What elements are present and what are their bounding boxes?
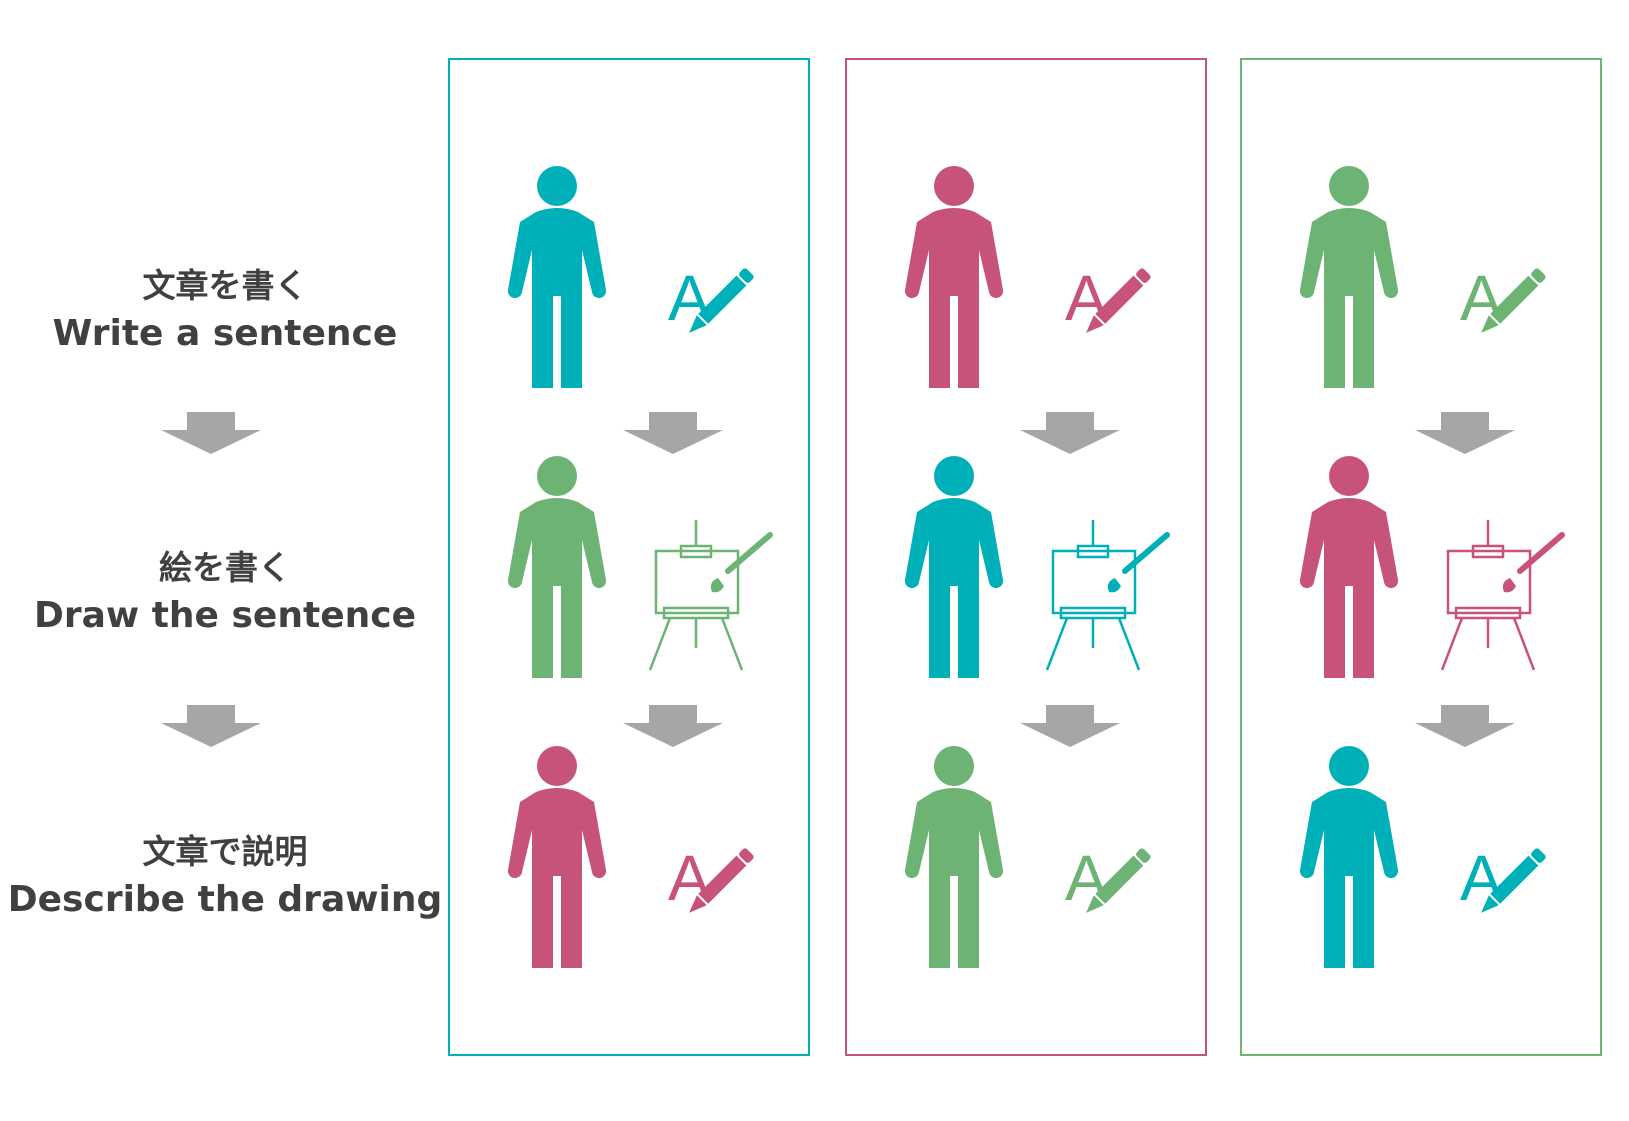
pencil-icon: A	[1460, 264, 1546, 334]
step-label-describe: 文章で説明 Describe the drawing	[0, 830, 450, 926]
step-write-jp: 文章を書く	[142, 266, 308, 305]
person-icon	[904, 456, 1004, 678]
step-label-draw: 絵を書く Draw the sentence	[0, 546, 450, 642]
person-icon	[507, 166, 607, 388]
pencil-icon: A	[668, 844, 754, 914]
pencil-icon: A	[1065, 844, 1151, 914]
step-draw-jp: 絵を書く	[159, 548, 291, 587]
pencil-icon: A	[668, 264, 754, 334]
pencil-icon: A	[1460, 844, 1546, 914]
down-arrow-icon	[161, 412, 261, 454]
step-describe-jp: 文章で説明	[142, 832, 308, 871]
column-box-1	[448, 58, 810, 1056]
column-box-3	[1240, 58, 1602, 1056]
down-arrow-icon	[1415, 412, 1515, 454]
down-arrow-icon	[1020, 412, 1120, 454]
person-icon	[1299, 456, 1399, 678]
person-icon	[507, 456, 607, 678]
step-describe-en: Describe the drawing	[7, 879, 443, 920]
step-draw-en: Draw the sentence	[34, 595, 416, 636]
easel-icon	[1045, 520, 1170, 671]
easel-icon	[648, 520, 773, 671]
down-arrow-icon	[623, 412, 723, 454]
down-arrow-icon	[623, 705, 723, 747]
down-arrow-icon	[1415, 705, 1515, 747]
down-arrow-icon	[161, 705, 261, 747]
easel-icon	[1440, 520, 1565, 671]
column-box-2	[845, 58, 1207, 1056]
person-icon	[1299, 746, 1399, 968]
person-icon	[904, 166, 1004, 388]
person-icon	[507, 746, 607, 968]
person-icon	[1299, 166, 1399, 388]
step-label-write: 文章を書く Write a sentence	[0, 264, 450, 360]
step-write-en: Write a sentence	[52, 313, 398, 354]
person-icon	[904, 746, 1004, 968]
down-arrow-icon	[1020, 705, 1120, 747]
pencil-icon: A	[1065, 264, 1151, 334]
